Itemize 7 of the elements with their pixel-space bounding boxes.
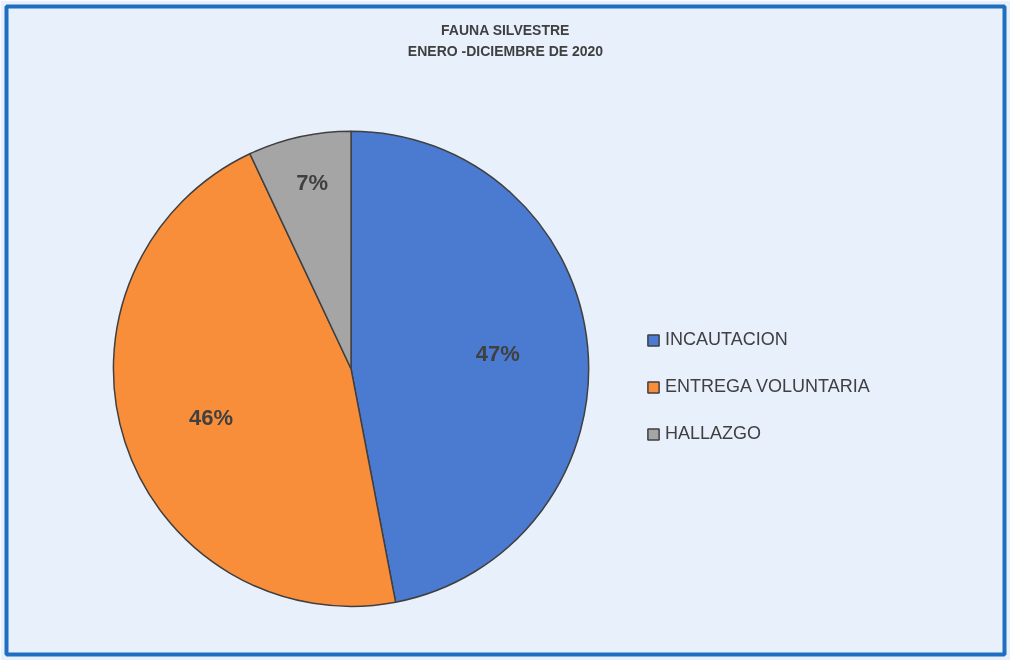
data-label: 46%	[188, 405, 233, 431]
legend-label: HALLAZGO	[665, 423, 762, 444]
legend-label: INCAUTACION	[665, 329, 788, 350]
legend-label: ENTREGA VOLUNTARIA	[665, 376, 870, 397]
chart-title: FAUNA SILVESTRE ENERO -DICIEMBRE DE 2020	[407, 21, 604, 59]
data-label: 7%	[296, 169, 329, 195]
data-label: 47%	[475, 341, 520, 367]
